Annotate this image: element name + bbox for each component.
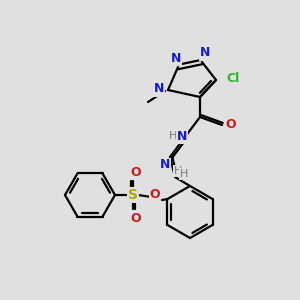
Text: N: N <box>160 158 170 172</box>
Text: H: H <box>180 169 188 179</box>
Text: Cl: Cl <box>226 73 240 85</box>
Text: N: N <box>171 52 181 64</box>
Text: N: N <box>200 46 210 59</box>
Text: O: O <box>150 188 160 202</box>
Text: N: N <box>177 130 187 142</box>
Text: O: O <box>226 118 236 130</box>
Text: N: N <box>154 82 164 95</box>
Text: H: H <box>174 166 182 176</box>
Text: O: O <box>131 212 141 224</box>
Text: H: H <box>169 131 177 141</box>
Text: O: O <box>131 166 141 178</box>
Text: S: S <box>128 188 138 202</box>
